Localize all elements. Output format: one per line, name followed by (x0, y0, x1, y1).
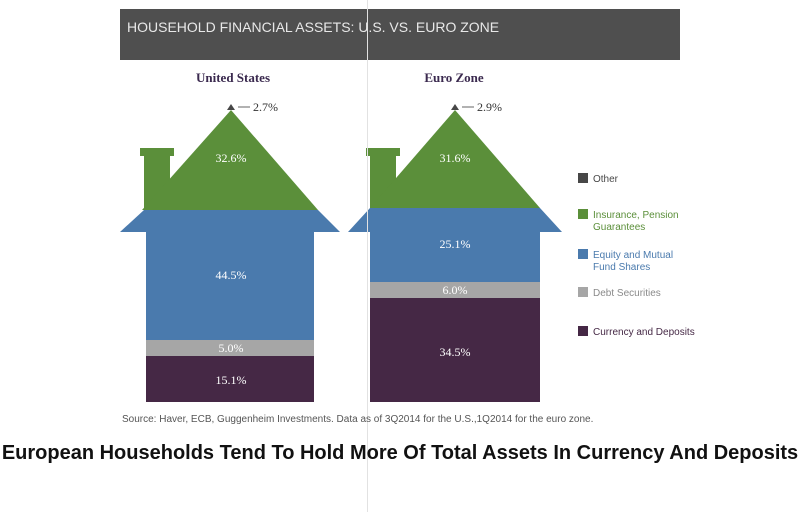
value-label-currency-us: 15.1% (216, 373, 247, 387)
segment-currency-us (146, 356, 314, 402)
house-euro-zone: Euro Zone 2.9% 31.6% 25.1% 6.0% 34.5% (348, 70, 562, 402)
legend-label-2-1: Fund Shares (593, 262, 650, 273)
legend-label-1-1: Guarantees (593, 222, 645, 233)
other-label-ez: 2.9% (477, 100, 502, 114)
divider (367, 0, 368, 512)
legend-label-0-0: Other (593, 174, 619, 185)
chimney-cap-us (140, 148, 174, 156)
legend-swatch-0 (578, 173, 588, 183)
house-title-us: United States (196, 70, 270, 85)
value-label-currency-ez: 34.5% (440, 345, 471, 359)
value-label-equity-us: 44.5% (216, 268, 247, 282)
segment-equity-ez (348, 208, 562, 282)
source-note: Source: Haver, ECB, Guggenheim Investmen… (122, 414, 594, 425)
headline: European Households Tend To Hold More Of… (1, 442, 799, 464)
legend-label-4-0: Currency and Deposits (593, 327, 695, 338)
house-title-ez: Euro Zone (424, 70, 484, 85)
header-bar (120, 9, 680, 60)
house-united-states: United States 2.7% 32.6% 44.5% 5.0% 15.1… (120, 70, 340, 402)
legend-swatch-4 (578, 326, 588, 336)
legend-swatch-1 (578, 209, 588, 219)
segment-debt-us (146, 340, 314, 356)
segment-debt-ez (370, 282, 540, 298)
chart-title: HOUSEHOLD FINANCIAL ASSETS: U.S. VS. EUR… (127, 19, 500, 35)
legend-swatch-2 (578, 249, 588, 259)
legend-swatch-3 (578, 287, 588, 297)
value-label-debt-ez: 6.0% (443, 283, 468, 297)
segment-currency-ez (370, 298, 540, 402)
other-label-us: 2.7% (253, 100, 278, 114)
value-label-equity-ez: 25.1% (440, 237, 471, 251)
value-label-debt-us: 5.0% (219, 341, 244, 355)
legend-label-1-0: Insurance, Pension (593, 210, 679, 221)
segment-equity-us (120, 210, 340, 340)
chimney-cap-ez (366, 148, 400, 156)
value-label-insurance-us: 32.6% (216, 151, 247, 165)
other-marker-us (227, 104, 235, 110)
value-label-insurance-ez: 31.6% (440, 151, 471, 165)
legend-label-2-0: Equity and Mutual (593, 250, 673, 261)
segment-insurance-us (142, 110, 318, 210)
other-marker-ez (451, 104, 459, 110)
legend-label-3-0: Debt Securities (593, 288, 661, 299)
segment-insurance-ez (370, 110, 540, 208)
chart: United States 2.7% 32.6% 44.5% 5.0% 15.1… (120, 70, 695, 402)
